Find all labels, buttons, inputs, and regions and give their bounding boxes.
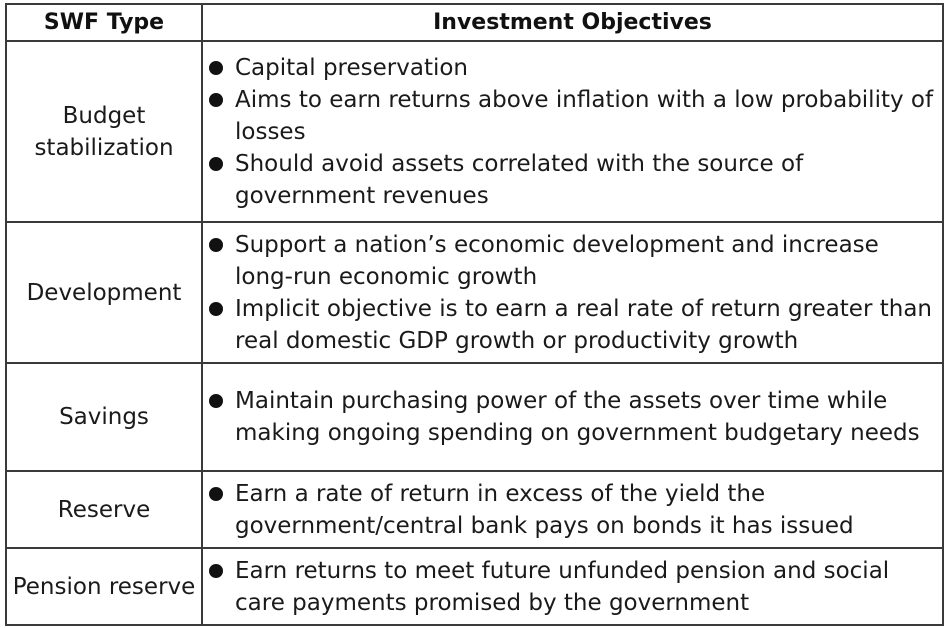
header-investment-objectives: Investment Objectives bbox=[201, 3, 944, 42]
bullet-icon bbox=[209, 60, 223, 75]
objective-text: Capital preservation bbox=[235, 54, 469, 81]
swf-objectives-table: SWF Type Investment Objectives Budget st… bbox=[5, 3, 944, 626]
table-row-savings: Savings Maintain purchasing power of the… bbox=[5, 362, 944, 472]
objective-text: Support a nation’s economic development … bbox=[235, 231, 879, 290]
table-row-development: Development Support a nation’s economic … bbox=[5, 221, 944, 364]
objective-text: Maintain purchasing power of the assets … bbox=[235, 388, 920, 446]
objective-text: Implicit objective is to earn a real rat… bbox=[235, 295, 932, 354]
header-swf-type: SWF Type bbox=[5, 3, 203, 42]
bullet-icon bbox=[209, 394, 223, 408]
table-row-reserve: Reserve Earn a rate of return in excess … bbox=[5, 470, 944, 549]
swf-type-cell: Pension reserve bbox=[5, 547, 203, 626]
objectives-cell: Support a nation’s economic development … bbox=[201, 221, 944, 364]
objective-text: Should avoid assets correlated with the … bbox=[235, 150, 804, 209]
objectives-cell: Earn returns to meet future unfunded pen… bbox=[201, 547, 944, 626]
swf-type-cell: Savings bbox=[5, 362, 203, 472]
objective-text: Aims to earn returns above inflation wit… bbox=[235, 86, 934, 145]
list-item: Implicit objective is to earn a real rat… bbox=[203, 293, 942, 357]
bullet-icon bbox=[209, 156, 223, 171]
objective-text: Earn a rate of return in excess of the y… bbox=[235, 480, 854, 539]
list-item: Capital preservation bbox=[203, 52, 942, 84]
swf-type-cell: Reserve bbox=[5, 470, 203, 549]
objectives-list: Earn returns to meet future unfunded pen… bbox=[203, 555, 942, 619]
bullet-icon bbox=[209, 563, 223, 578]
list-item: Earn returns to meet future unfunded pen… bbox=[203, 555, 942, 619]
list-item: Support a nation’s economic development … bbox=[203, 229, 942, 293]
objectives-list: Earn a rate of return in excess of the y… bbox=[203, 478, 942, 542]
objectives-cell: Maintain purchasing power of the assets … bbox=[201, 362, 944, 472]
objectives-list: Support a nation’s economic development … bbox=[203, 229, 942, 357]
bullet-icon bbox=[209, 486, 223, 501]
list-item: Should avoid assets correlated with the … bbox=[203, 148, 942, 212]
list-item: Aims to earn returns above inflation wit… bbox=[203, 84, 942, 148]
list-item: Earn a rate of return in excess of the y… bbox=[203, 478, 942, 542]
objectives-list: Maintain purchasing power of the assets … bbox=[203, 385, 942, 449]
objectives-list: Capital preservation Aims to earn return… bbox=[203, 52, 942, 212]
bullet-icon bbox=[209, 301, 223, 316]
list-item: Maintain purchasing power of the assets … bbox=[203, 385, 942, 449]
table-row-budget-stabilization: Budget stabilization Capital preservatio… bbox=[5, 40, 944, 223]
header-row: SWF Type Investment Objectives bbox=[5, 3, 944, 42]
objective-text: Earn returns to meet future unfunded pen… bbox=[235, 557, 890, 616]
objectives-cell: Earn a rate of return in excess of the y… bbox=[201, 470, 944, 549]
objectives-cell: Capital preservation Aims to earn return… bbox=[201, 40, 944, 223]
bullet-icon bbox=[209, 237, 223, 252]
swf-type-cell: Development bbox=[5, 221, 203, 364]
bullet-icon bbox=[209, 92, 223, 107]
table-row-pension-reserve: Pension reserve Earn returns to meet fut… bbox=[5, 547, 944, 626]
swf-type-cell: Budget stabilization bbox=[5, 40, 203, 223]
